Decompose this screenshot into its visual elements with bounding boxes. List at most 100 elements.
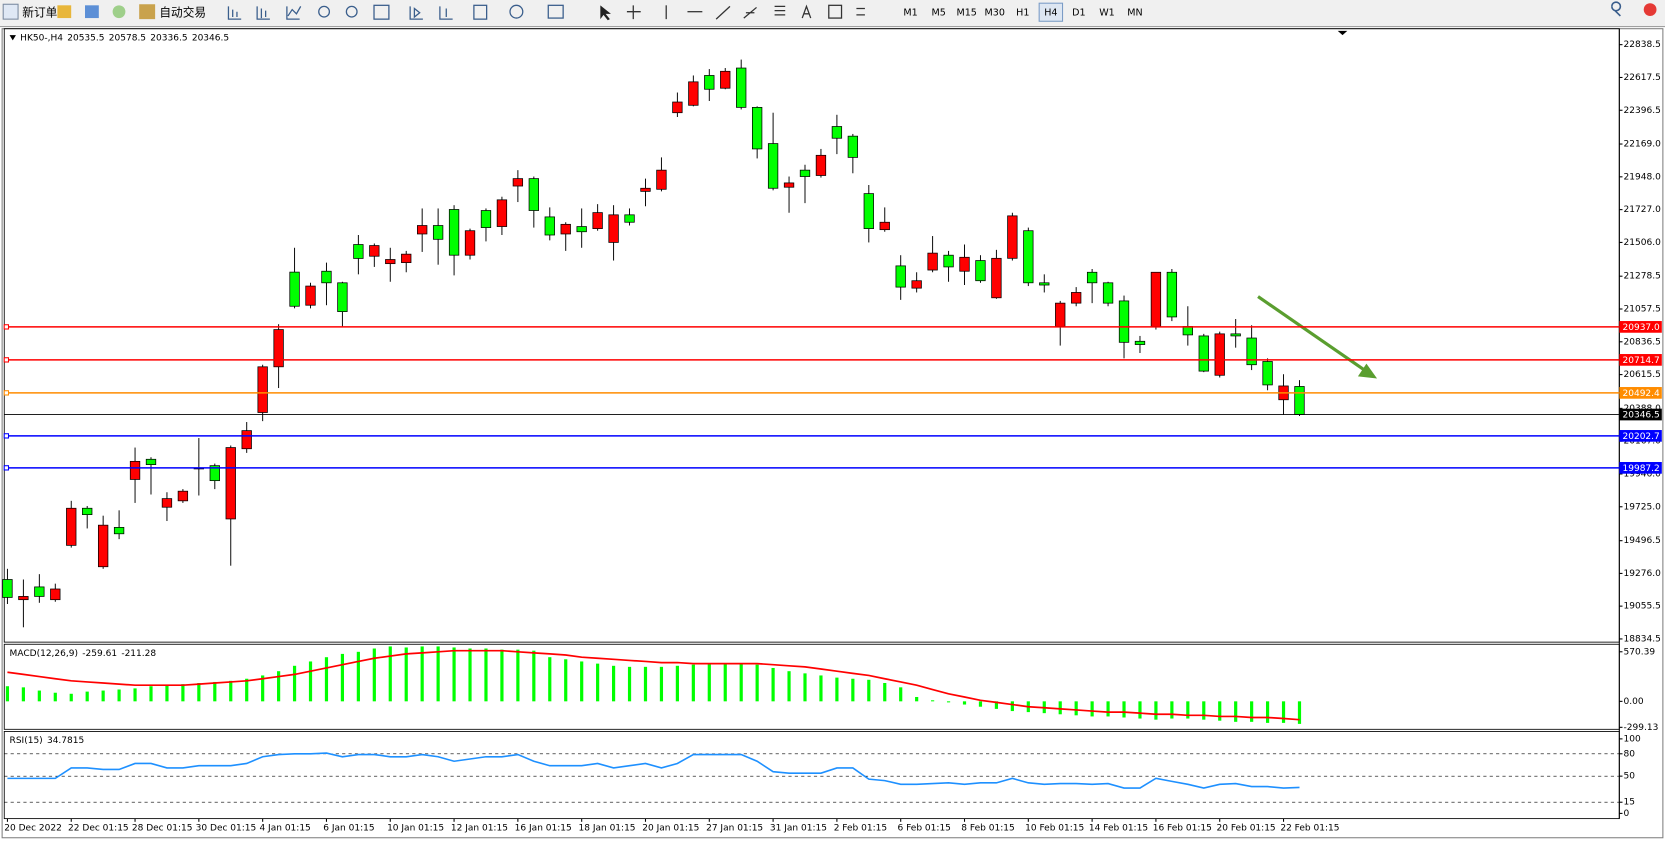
candle-body (720, 70, 731, 89)
x-tick-label: 10 Jan 01:15 (387, 824, 444, 834)
macd-bar (883, 683, 887, 702)
search-button[interactable] (1611, 1, 1622, 17)
toolbar-icon[interactable] (112, 5, 126, 19)
timeframe-button[interactable]: M15 (957, 7, 977, 18)
timeframe-button[interactable]: M30 (985, 7, 1005, 18)
macd-bar (643, 666, 648, 702)
macd-bar (659, 666, 664, 702)
macd-bar (37, 690, 41, 702)
y-tick-label: 15 (1624, 798, 1635, 808)
cursor-button[interactable] (600, 5, 611, 21)
macd-bar (21, 687, 25, 702)
label-button[interactable] (828, 4, 843, 19)
zoom-out-button[interactable] (345, 5, 358, 18)
macd-bar (675, 665, 679, 702)
macd-bar (1218, 701, 1222, 721)
macd-bar (53, 692, 57, 702)
macd-bar (213, 681, 217, 702)
candle-body (1150, 271, 1162, 327)
new-order-icon[interactable] (2, 3, 19, 20)
candle-body (496, 199, 508, 227)
candle-body (129, 460, 141, 480)
candle-body (1262, 361, 1273, 386)
macd-value: -259.61 (82, 648, 117, 658)
candle-body (417, 225, 428, 235)
macd-bar (1010, 701, 1014, 712)
toolbar-icon[interactable] (57, 5, 72, 19)
macd-bar (356, 651, 360, 702)
arrows-button[interactable] (856, 7, 865, 16)
zoom-in-button[interactable] (318, 5, 331, 18)
bar-chart-button[interactable] (227, 6, 242, 20)
candle-body (815, 154, 827, 176)
macd-bar (946, 701, 951, 703)
new-order-button[interactable]: 新订单 (22, 5, 57, 19)
y-tick-label: 19946.0 (1624, 469, 1662, 479)
plots: 22838.5 22617.5 22396.5 22169.0 21948.0 21727… (2, 40, 1662, 834)
timeframe-button[interactable]: H4 (1044, 7, 1057, 18)
candle-body (592, 212, 603, 230)
macd-bar (165, 685, 169, 702)
y-tick-label: 21727.0 (1624, 205, 1662, 215)
macd-bar (1202, 701, 1206, 720)
timeframe-button[interactable]: MN (1127, 7, 1142, 18)
timeframe-button[interactable]: M5 (931, 7, 945, 18)
level-anchor (3, 465, 10, 471)
channel-button[interactable] (743, 6, 757, 19)
trendline-button[interactable] (715, 5, 731, 20)
crosshair-button[interactable] (626, 5, 641, 20)
x-tick-label: 22 Feb 01:15 (1280, 824, 1339, 834)
macd-bar (532, 650, 536, 702)
x-tick-label: 27 Jan 01:15 (706, 824, 763, 834)
macd-bar (548, 657, 552, 702)
fibo-button[interactable] (774, 5, 786, 16)
notification-badge[interactable] (1643, 3, 1657, 16)
y-tick-label: 22617.5 (1624, 73, 1661, 83)
macd-bar (149, 686, 153, 702)
x-tick-label: 4 Jan 01:15 (259, 824, 310, 834)
indicators-button[interactable] (473, 4, 488, 20)
x-tick-label: 28 Dec 01:15 (132, 824, 193, 834)
timeframe-button[interactable]: D1 (1072, 7, 1085, 18)
timeframe-button[interactable]: W1 (1099, 7, 1115, 18)
timeframe-button[interactable]: M1 (903, 7, 917, 18)
auto-trading-icon[interactable] (139, 4, 156, 20)
rsi-line (7, 752, 1300, 789)
candle-body (385, 259, 396, 265)
y-tick-label: 18834.5 (1624, 634, 1661, 644)
chart-menu-marker (9, 35, 16, 41)
macd-bar (1234, 701, 1238, 722)
candle-body (82, 507, 93, 516)
level-anchor (3, 390, 10, 396)
autoscroll-button[interactable] (409, 6, 423, 20)
macd-bar (133, 688, 137, 702)
periods-button[interactable] (509, 4, 524, 19)
macd-bar (1106, 701, 1110, 717)
timeframe-button[interactable]: H1 (1016, 7, 1029, 18)
line-chart-button[interactable] (286, 6, 302, 20)
candle-body (97, 524, 109, 568)
toolbar-icon[interactable] (85, 5, 99, 19)
macd-bar (627, 666, 632, 702)
candle-body (959, 256, 970, 272)
tile-button[interactable] (373, 4, 390, 20)
y-tick-label: 19276.0 (1624, 569, 1662, 579)
candle-body (177, 490, 189, 502)
shift-marker (1337, 30, 1348, 36)
y-tick-label: 570.39 (1624, 647, 1656, 657)
shift-button[interactable] (439, 6, 453, 20)
auto-trading-button[interactable]: 自动交易 (159, 5, 206, 19)
candle-body (1102, 282, 1114, 304)
candle-body (2, 579, 13, 598)
candle-chart-button[interactable] (256, 6, 270, 20)
text-button[interactable] (801, 4, 812, 19)
x-tick-label: 6 Jan 01:15 (323, 824, 374, 834)
level-anchor (3, 433, 10, 439)
macd-bar (1170, 701, 1174, 719)
y-tick-label: 21278.5 (1624, 272, 1661, 282)
macd-title: MACD(12,26,9) (10, 648, 78, 658)
macd-bar (835, 677, 839, 702)
templates-button[interactable] (547, 4, 564, 19)
candle-body (656, 169, 667, 190)
